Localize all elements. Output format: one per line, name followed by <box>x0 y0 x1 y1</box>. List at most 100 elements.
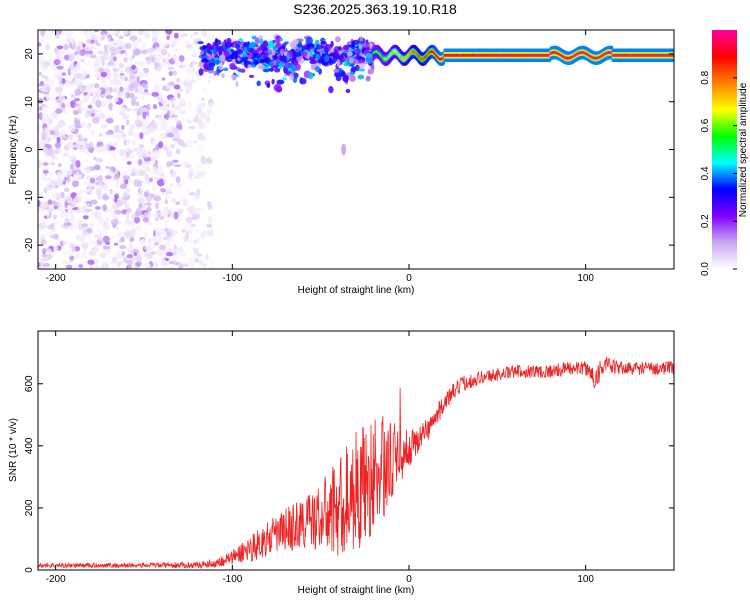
heatmap-cell <box>123 230 132 238</box>
heatmap-cell <box>153 241 160 247</box>
spectrogram-y-label: Frequency (Hz) <box>8 116 19 185</box>
heatmap-cell <box>81 223 89 228</box>
heatmap-cell <box>314 65 321 73</box>
heatmap-cell <box>70 153 76 160</box>
heatmap-cell <box>143 68 150 74</box>
heatmap-cell <box>129 123 135 131</box>
heatmap-cell <box>49 130 55 135</box>
heatmap-cell <box>131 37 136 42</box>
heatmap-cell <box>164 221 168 230</box>
heatmap-cell <box>81 69 88 77</box>
heatmap-cell <box>45 44 50 51</box>
heatmap-cell <box>60 191 65 199</box>
heatmap-cell <box>260 44 264 49</box>
heatmap-cell <box>230 52 239 60</box>
heatmap-cell <box>121 250 126 257</box>
heatmap-cell <box>118 129 124 134</box>
heatmap-cell <box>58 206 65 213</box>
heatmap-cell <box>45 94 53 102</box>
heatmap-cell <box>105 131 112 136</box>
heatmap-cell <box>125 42 132 49</box>
heatmap-cell <box>185 138 194 147</box>
heatmap-cell <box>164 122 168 129</box>
heatmap-cell <box>235 43 241 50</box>
heatmap-cell <box>134 87 138 93</box>
heatmap-cell <box>120 124 125 130</box>
heatmap-cell <box>102 235 110 243</box>
heatmap-cell <box>109 37 114 42</box>
colorbar: 0.0 0.2 0.4 0.6 0.8 Normalized spectral ampl… <box>700 30 749 276</box>
heatmap-cell <box>46 210 50 219</box>
heatmap-cell <box>191 53 198 58</box>
heatmap-cell <box>136 151 144 158</box>
heatmap-cell <box>192 140 198 144</box>
heatmap-cell <box>128 83 135 92</box>
heatmap-cell <box>115 133 122 141</box>
heatmap-cell <box>161 192 168 196</box>
heatmap-cell <box>161 99 169 106</box>
heatmap-cell <box>53 214 57 219</box>
heatmap-cell <box>321 40 327 45</box>
heatmap-cell <box>193 31 199 36</box>
heatmap-cell <box>97 228 102 234</box>
heatmap-cell <box>200 156 207 165</box>
heatmap-cell <box>202 263 207 268</box>
x-tick-label: 100 <box>577 574 594 585</box>
heatmap-cell <box>354 64 360 72</box>
heatmap-cell <box>156 178 165 187</box>
heatmap-cell <box>102 182 108 191</box>
heatmap-cell <box>98 252 107 259</box>
heatmap-cell <box>84 32 91 38</box>
heatmap-cell <box>160 55 164 61</box>
heatmap-cell <box>288 73 295 81</box>
heatmap-cell <box>259 60 264 64</box>
heatmap-cell <box>159 132 167 140</box>
heatmap-cell <box>225 55 233 63</box>
heatmap-cell <box>158 140 164 149</box>
heatmap-cell <box>40 140 46 149</box>
x-tick-label: 0 <box>406 574 412 585</box>
heatmap-cell <box>166 231 172 238</box>
x-tick-label: -100 <box>222 273 242 284</box>
snr-x-axis: -200 -100 0 100 <box>46 331 594 585</box>
heatmap-cell <box>198 259 204 267</box>
heatmap-cell <box>173 211 179 220</box>
x-tick-label: -200 <box>46 273 66 284</box>
heatmap-cell <box>289 40 297 48</box>
heatmap-cell <box>43 187 48 194</box>
heatmap-cell <box>136 260 142 267</box>
heatmap-cell <box>365 75 371 82</box>
heatmap-cell <box>237 57 241 62</box>
heatmap-cell <box>110 52 117 56</box>
heatmap-cell <box>166 149 172 158</box>
heatmap-cell <box>153 261 159 269</box>
heatmap-cell <box>119 183 128 190</box>
heatmap-cell <box>73 107 79 111</box>
heatmap-cell <box>83 234 89 238</box>
heatmap-cell <box>82 215 89 220</box>
heatmap-cell <box>73 263 80 269</box>
heatmap-cell <box>224 41 233 48</box>
heatmap-cell <box>159 216 165 220</box>
heatmap-cell <box>67 134 74 141</box>
heatmap-cell <box>358 68 366 72</box>
heatmap-cell <box>173 164 182 168</box>
heatmap-cell <box>112 56 118 62</box>
heatmap-cell <box>89 177 96 184</box>
heatmap-cell <box>98 145 105 152</box>
heatmap-cell <box>149 137 155 144</box>
heatmap-cell <box>95 99 102 108</box>
heatmap-cell <box>216 47 225 53</box>
heatmap-cell <box>51 65 58 72</box>
heatmap-cell <box>275 42 283 48</box>
heatmap-cell <box>119 72 125 76</box>
heatmap-cell <box>58 121 64 127</box>
y-tick-label: 400 <box>24 437 35 454</box>
heatmap-cell <box>113 98 119 103</box>
heatmap-cell <box>168 63 172 69</box>
heatmap-cell <box>111 78 120 84</box>
heatmap-cell <box>148 150 152 155</box>
heatmap-cell <box>138 38 143 43</box>
heatmap-cell <box>144 250 149 258</box>
heatmap-cell <box>102 53 108 58</box>
